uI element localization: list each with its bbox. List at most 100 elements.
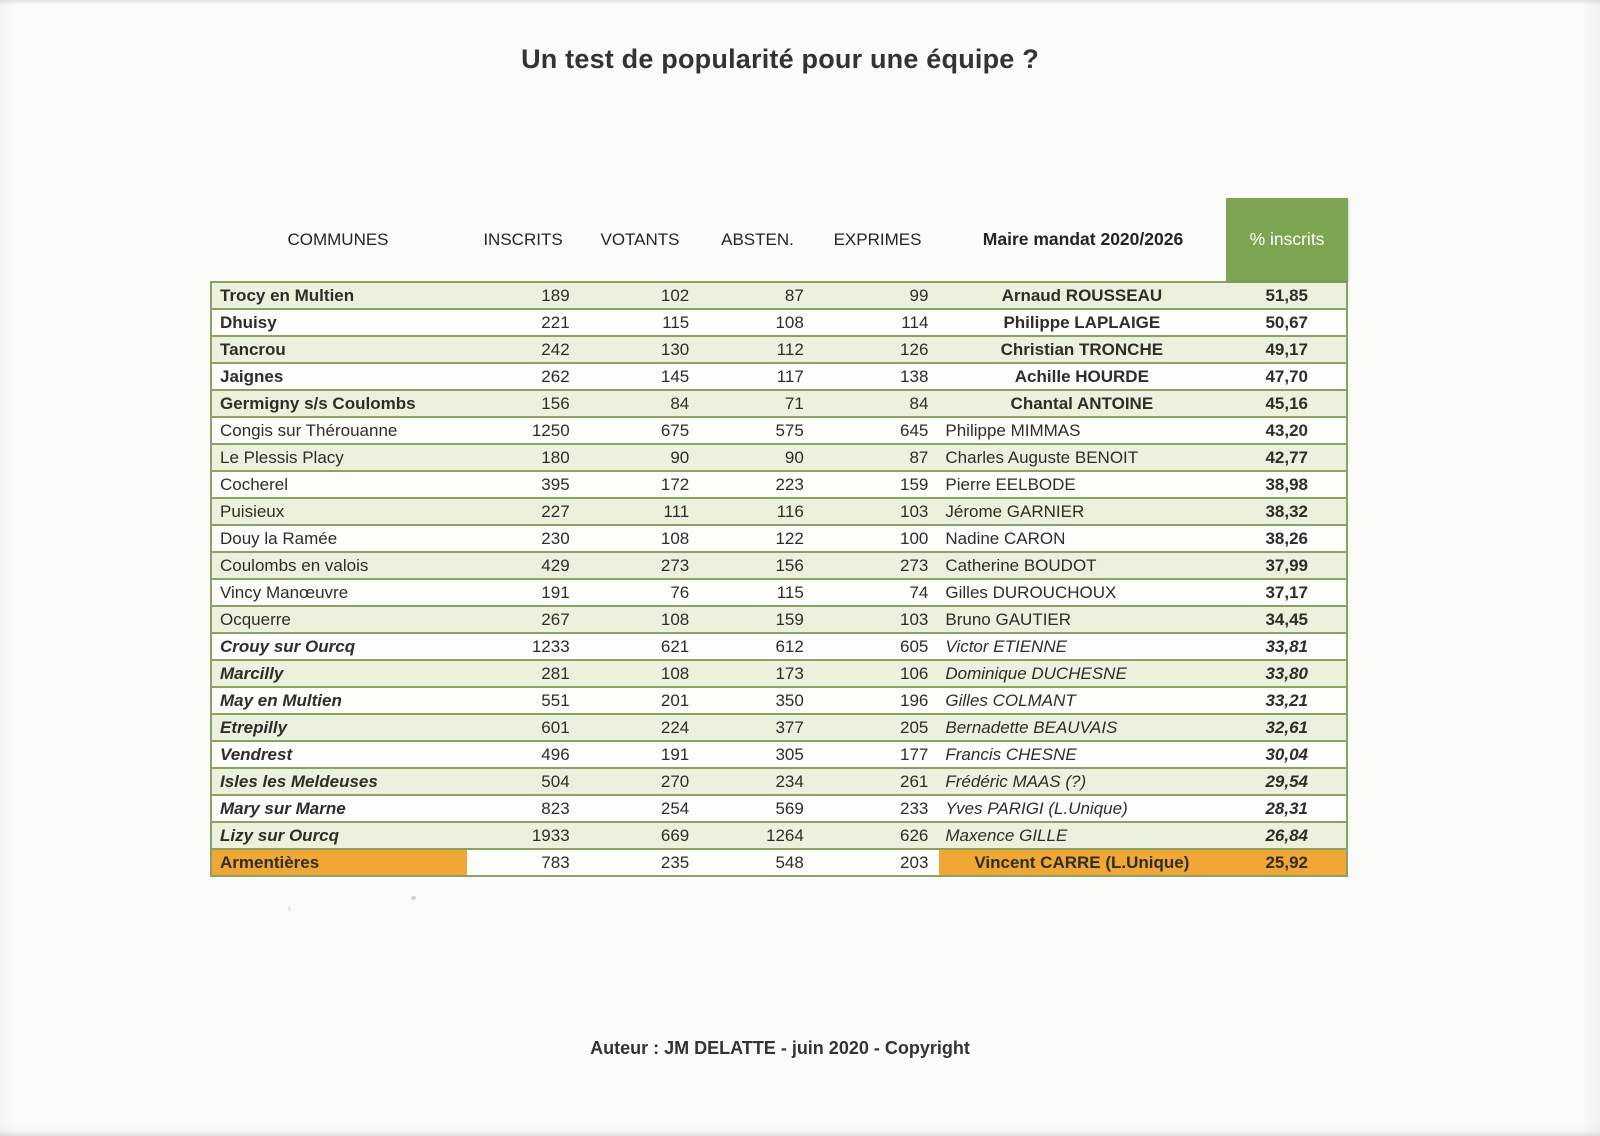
cell-inscrits: 221: [541, 312, 570, 332]
cell-exprimes: 138: [900, 366, 929, 386]
column-header-pct-inscrits: % inscrits: [1226, 198, 1348, 281]
cell-inscrits: 1933: [531, 825, 570, 845]
cell-maire: Vincent CARRE (L.Unique): [939, 850, 1225, 875]
cell-inscrits: 242: [541, 339, 570, 359]
cell-commune: Jaignes: [220, 366, 284, 386]
cell-absten: 612: [775, 636, 804, 656]
cell-votants: 108: [660, 528, 690, 548]
cell-pct-inscrits: 33,21: [1265, 690, 1308, 710]
cell-exprimes: 87: [909, 447, 929, 467]
cell-votants: 145: [660, 366, 690, 386]
table-row: Le Plessis Placy 180 90 90 87 Charles Auguste…: [212, 445, 1346, 472]
cell-exprimes: 233: [900, 798, 929, 818]
cell-exprimes: 103: [900, 609, 929, 629]
cell-pct-inscrits: 43,20: [1265, 420, 1308, 440]
table-row: Dhuisy 221 115 108 114 Philippe LAPLAIGE 50,67: [212, 310, 1346, 337]
table-row: Marcilly 281 108 173 106 Dominique DUCHESNE 33…: [212, 661, 1346, 688]
cell-pct-inscrits: 29,54: [1265, 771, 1308, 791]
cell-votants: 201: [660, 690, 690, 710]
cell-votants: 108: [660, 609, 690, 629]
cell-votants: 273: [660, 555, 690, 575]
cell-maire: Maxence GILLE: [945, 825, 1068, 845]
cell-commune: Ocquerre: [220, 609, 291, 629]
cell-absten: 90: [784, 447, 804, 467]
table-row: Mary sur Marne 823 254 569 233 Yves PARIGI (L…: [212, 796, 1346, 823]
cell-commune: Puisieux: [220, 501, 285, 521]
cell-inscrits: 783: [541, 852, 570, 872]
column-header-maire: Maire mandat 2020/2026: [982, 229, 1184, 249]
cell-maire: Philippe LAPLAIGE: [1003, 312, 1161, 332]
cell-votants: 102: [660, 285, 690, 305]
cell-pct-inscrits: 42,77: [1265, 447, 1308, 467]
cell-pct-inscrits: 28,31: [1265, 798, 1308, 818]
table-body: Trocy en Multien 189 102 87 99 Arnaud ROUSSEA…: [210, 281, 1348, 877]
cell-commune: Mary sur Marne: [220, 798, 346, 818]
cell-maire: Bruno GAUTIER: [945, 609, 1072, 629]
cell-votants: 254: [660, 798, 690, 818]
page-title: Un test de popularité pour une équipe ?: [521, 44, 1039, 74]
cell-votants: 172: [660, 474, 690, 494]
cell-inscrits: 189: [541, 285, 570, 305]
results-table: COMMUNES INSCRITS VOTANTS ABSTEN. EXPRIM…: [210, 198, 1348, 877]
cell-exprimes: 84: [909, 393, 929, 413]
table-header-row: COMMUNES INSCRITS VOTANTS ABSTEN. EXPRIM…: [210, 198, 1348, 281]
cell-absten: 377: [775, 717, 804, 737]
cell-maire: Gilles DUROUCHOUX: [945, 582, 1117, 602]
cell-exprimes: 106: [900, 663, 929, 683]
cell-commune: Germigny s/s Coulombs: [220, 393, 416, 413]
cell-pct-inscrits: 38,32: [1265, 501, 1308, 521]
cell-absten: 223: [775, 474, 804, 494]
cell-inscrits: 1250: [531, 420, 570, 440]
cell-exprimes: 99: [909, 285, 929, 305]
scan-speck: [411, 896, 416, 900]
column-header-exprimes: EXPRIMES: [833, 229, 922, 249]
cell-maire: Dominique DUCHESNE: [945, 663, 1127, 683]
cell-votants: 235: [660, 852, 690, 872]
cell-exprimes: 626: [900, 825, 929, 845]
cell-commune: Isles les Meldeuses: [220, 771, 378, 791]
table-row: Crouy sur Ourcq 1233 621 612 605 Victor ETIEN…: [212, 634, 1346, 661]
cell-pct-inscrits: 38,26: [1265, 528, 1308, 548]
table-row: Germigny s/s Coulombs 156 84 71 84 Chantal AN…: [212, 391, 1346, 418]
cell-maire: Chantal ANTOINE: [1010, 393, 1154, 413]
cell-commune: Dhuisy: [220, 312, 277, 332]
table-row: Etrepilly 601 224 377 205 Bernadette BEAUVAIS…: [212, 715, 1346, 742]
cell-exprimes: 605: [900, 636, 929, 656]
cell-maire: Nadine CARON: [945, 528, 1066, 548]
author-footer: Auteur : JM DELATTE - juin 2020 - Copyri…: [590, 1038, 970, 1058]
cell-maire: Bernadette BEAUVAIS: [945, 717, 1118, 737]
cell-votants: 675: [660, 420, 690, 440]
cell-maire: Charles Auguste BENOIT: [945, 447, 1139, 467]
cell-inscrits: 267: [541, 609, 570, 629]
cell-inscrits: 262: [541, 366, 570, 386]
cell-pct-inscrits: 49,17: [1265, 339, 1308, 359]
table-row: Cocherel 395 172 223 159 Pierre EELBODE 38,98: [212, 472, 1346, 499]
cell-commune: Tancrou: [220, 339, 286, 359]
cell-inscrits: 823: [541, 798, 570, 818]
cell-inscrits: 395: [541, 474, 570, 494]
cell-votants: 90: [670, 447, 690, 467]
table-row: Puisieux 227 111 116 103 Jérome GARNIER 38,32: [212, 499, 1346, 526]
cell-maire: Pierre EELBODE: [945, 474, 1076, 494]
table-row: May en Multien 551 201 350 196 Gilles COLMANT…: [212, 688, 1346, 715]
cell-inscrits: 156: [541, 393, 570, 413]
cell-inscrits: 496: [541, 744, 570, 764]
cell-commune: Douy la Ramée: [220, 528, 338, 548]
cell-pct-inscrits: 38,98: [1265, 474, 1308, 494]
cell-exprimes: 261: [900, 771, 929, 791]
scan-speck: [288, 906, 291, 911]
cell-votants: 76: [670, 582, 690, 602]
cell-commune: Le Plessis Placy: [220, 447, 344, 467]
cell-absten: 350: [775, 690, 804, 710]
cell-votants: 621: [660, 636, 690, 656]
cell-commune: Lizy sur Ourcq: [220, 825, 340, 845]
cell-pct-inscrits: 30,04: [1265, 744, 1308, 764]
cell-votants: 84: [670, 393, 690, 413]
cell-commune: Vincy Manœuvre: [220, 582, 349, 602]
cell-maire: Francis CHESNE: [945, 744, 1077, 764]
cell-votants: 108: [660, 663, 690, 683]
column-header-inscrits: INSCRITS: [483, 229, 563, 249]
cell-maire: Jérome GARNIER: [945, 501, 1085, 521]
cell-votants: 224: [660, 717, 690, 737]
column-header-communes: COMMUNES: [287, 229, 389, 249]
